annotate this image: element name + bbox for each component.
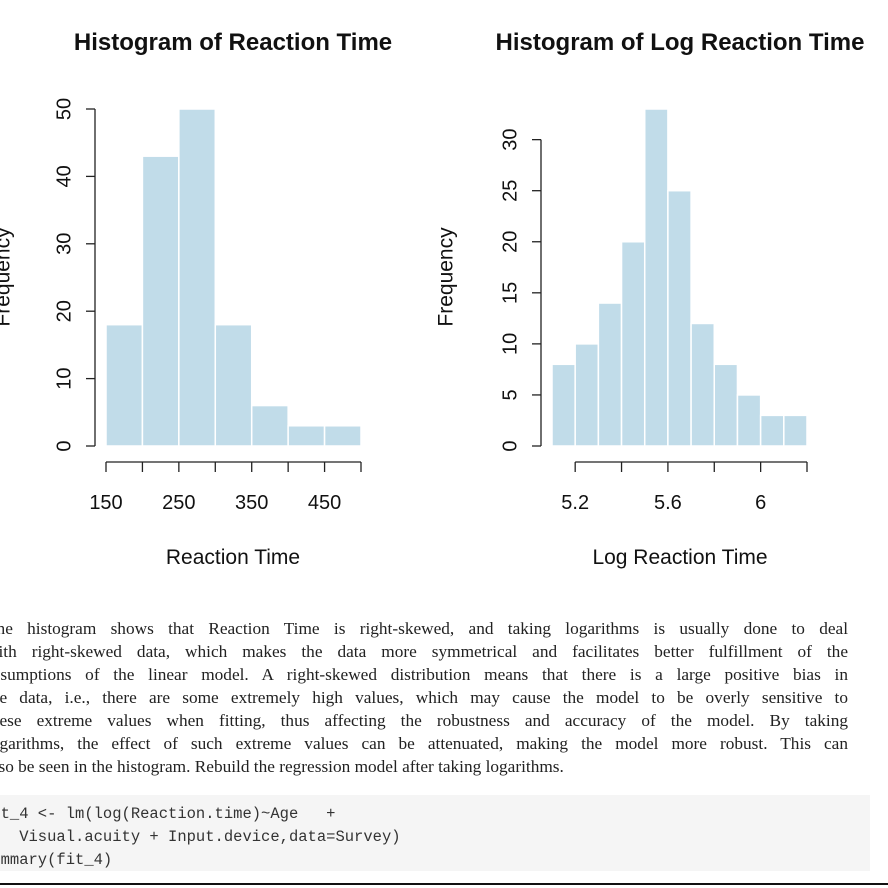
bar (287, 425, 326, 447)
chart-title: Histogram of Reaction Time (74, 29, 392, 56)
x-tick-label: 5.2 (561, 492, 589, 514)
y-tick-label: 20 (53, 300, 75, 322)
code: fit_4 <- lm(log(Reaction.time)~Age + Vis… (0, 803, 401, 872)
y-axis-label: Frequency (435, 227, 458, 327)
bar (667, 189, 692, 447)
y-tick-label: 25 (499, 180, 521, 202)
x-tick-label: 6 (755, 492, 766, 514)
bar (250, 404, 289, 447)
charts: Histogram of Reaction Time01020304050150… (0, 29, 865, 569)
y-tick-label: 10 (499, 333, 521, 355)
y-tick-label: 20 (499, 231, 521, 253)
paragraph: The histogram shows that Reaction Time i… (0, 617, 848, 778)
y-tick-label: 50 (53, 98, 75, 120)
rule (0, 883, 888, 885)
paragraph-line: with right-skewed data, which makes the … (0, 642, 848, 661)
code-line: Visual.acuity + Input.device,data=Survey… (0, 828, 401, 846)
bar (759, 414, 785, 447)
paragraph-line: logarithms, the effect of such extreme v… (0, 734, 848, 753)
bar (214, 323, 253, 447)
bar (783, 414, 808, 447)
paragraph-line: also be seen in the histogram. Rebuild t… (0, 757, 564, 776)
y-tick-label: 10 (53, 367, 75, 389)
y-tick-label: 5 (499, 389, 521, 400)
code-line: fit_4 <- lm(log(Reaction.time)~Age + (0, 805, 336, 823)
y-axis-label: Frequency (0, 227, 15, 327)
y-tick-label: 30 (499, 129, 521, 151)
y-tick-label: 0 (53, 440, 75, 451)
paragraph-line: The histogram shows that Reaction Time i… (0, 619, 848, 638)
bar (597, 302, 623, 447)
paragraph-line: these extreme values when fitting, thus … (0, 711, 848, 730)
x-tick-label: 5.6 (654, 492, 682, 514)
x-tick-label: 450 (308, 492, 341, 514)
bar (713, 363, 739, 447)
y-tick-label: 15 (499, 282, 521, 304)
bar (105, 323, 144, 447)
y-tick-label: 30 (53, 233, 75, 255)
x-tick-label: 250 (162, 492, 195, 514)
bar (178, 108, 217, 447)
x-tick-label: 150 (89, 492, 122, 514)
x-axis-label: Reaction Time (166, 546, 300, 569)
y-tick-label: 40 (53, 165, 75, 187)
bar (323, 425, 362, 447)
bar (551, 363, 576, 447)
y-tick-label: 0 (499, 440, 521, 451)
chart-title: Histogram of Log Reaction Time (496, 29, 865, 56)
x-tick-label: 350 (235, 492, 268, 514)
paragraph-line: assumptions of the linear model. A right… (0, 665, 848, 684)
bar (620, 241, 646, 447)
paragraph-line: the data, i.e., there are some extremely… (0, 688, 848, 707)
bar (643, 108, 669, 447)
code-block (0, 795, 870, 871)
x-axis-label: Log Reaction Time (592, 546, 767, 569)
bar (736, 394, 762, 447)
bar (141, 155, 180, 447)
bar (690, 322, 716, 447)
bar (574, 343, 600, 447)
code-line: summary(fit_4) (0, 851, 113, 869)
